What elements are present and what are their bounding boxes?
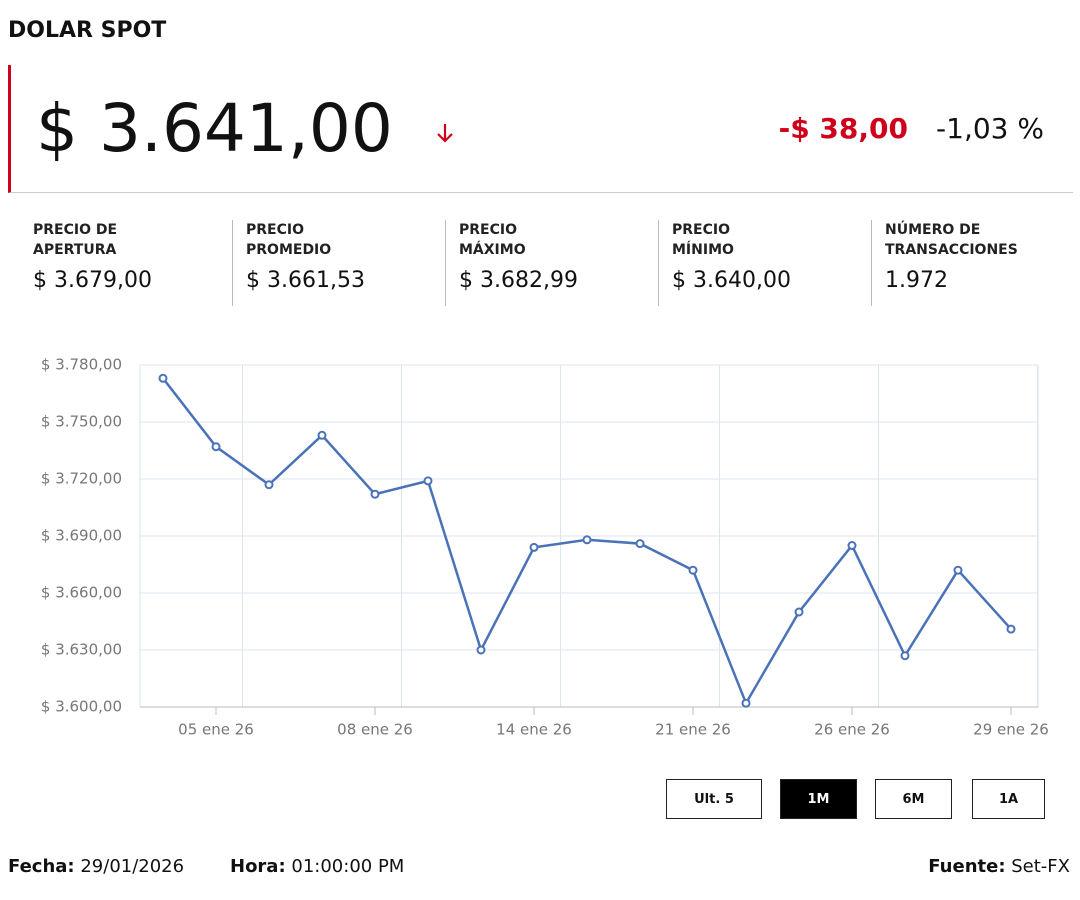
stat-label: PRECIO MÍNIMO [672, 222, 734, 258]
separator [871, 220, 872, 306]
separator [658, 220, 659, 306]
point [264, 480, 274, 490]
point [158, 373, 168, 383]
point [794, 607, 804, 617]
stat: PRECIO DE APERTURA $ 3.679,00 [33, 220, 153, 306]
stat-value: $ 3.640,00 [672, 268, 791, 293]
range-button[interactable]: 1M [780, 779, 857, 819]
source-label: Fuente: [928, 856, 1006, 877]
x-tick-label: 21 ene 26 [655, 721, 731, 739]
separator [232, 220, 233, 306]
range-button[interactable]: Ult. 5 [666, 779, 762, 819]
stat-value: 1.972 [885, 268, 948, 293]
y-tick-label: $ 3.750,00 [41, 413, 122, 431]
date: Fecha: 29/01/2026 [8, 856, 184, 877]
title: DOLAR SPOT [8, 18, 167, 43]
y-tick-label: $ 3.690,00 [41, 527, 122, 545]
y-tick-label: $ 3.780,00 [41, 356, 122, 374]
time: Hora: 01:00:00 PM [230, 856, 404, 877]
source-value: Set-FX [1011, 856, 1070, 877]
x-tick-label: 26 ene 26 [814, 721, 890, 739]
stat: NÚMERO DE TRANSACCIONES 1.972 [885, 220, 1018, 306]
point [741, 698, 751, 708]
point [847, 541, 857, 550]
price: $ 3.641,00 [36, 90, 393, 167]
stat: PRECIO PROMEDIO $ 3.661,53 [246, 220, 366, 306]
x-tick-label: 14 ene 26 [496, 721, 572, 739]
point [211, 442, 221, 452]
change-pct: -1,03 % [936, 112, 1044, 145]
point [582, 535, 592, 545]
time-value: 01:00:00 PM [291, 856, 405, 877]
date-value: 29/01/2026 [80, 856, 185, 877]
y-tick-label: $ 3.720,00 [41, 470, 122, 488]
x-tick-label: 05 ene 26 [178, 721, 254, 739]
point [476, 645, 486, 655]
change: -$ 38,00 [778, 112, 908, 145]
chart: $ 3.600,00 $ 3.630,00 $ 3.660,00 $ 3.690,00… [41, 356, 1049, 739]
y-tick-label: $ 3.630,00 [41, 641, 122, 659]
stat-value: $ 3.661,53 [246, 268, 365, 293]
point [688, 565, 698, 575]
point [1006, 624, 1016, 634]
stat-value: $ 3.682,99 [459, 268, 578, 293]
range-button[interactable]: 6M [875, 779, 952, 819]
y-tick-label: $ 3.600,00 [41, 698, 122, 716]
x-tick-label: 29 ene 26 [973, 721, 1049, 739]
stat-label: PRECIO PROMEDIO [246, 222, 332, 258]
stat: PRECIO MÍNIMO $ 3.640,00 [672, 220, 792, 306]
separator [445, 220, 446, 306]
point [900, 651, 910, 661]
time-label: Hora: [230, 856, 286, 877]
stat-label: PRECIO MÁXIMO [459, 222, 526, 258]
point [953, 565, 963, 575]
down-arrow-icon [437, 124, 453, 143]
source: Fuente: Set-FX [928, 856, 1070, 877]
point [370, 489, 380, 499]
y-tick-label: $ 3.660,00 [41, 584, 122, 602]
date-label: Fecha: [8, 856, 75, 877]
range-button[interactable]: 1A [972, 779, 1045, 819]
price-box [8, 65, 1073, 193]
stat-label: NÚMERO DE TRANSACCIONES [885, 222, 1018, 258]
point [423, 476, 433, 486]
point [317, 430, 327, 440]
point [635, 539, 645, 549]
x-tick-label: 08 ene 26 [337, 721, 413, 739]
stat-label: PRECIO DE APERTURA [33, 222, 118, 258]
stat-value: $ 3.679,00 [33, 268, 152, 293]
stat: PRECIO MÁXIMO $ 3.682,99 [459, 220, 579, 306]
point [529, 542, 539, 552]
